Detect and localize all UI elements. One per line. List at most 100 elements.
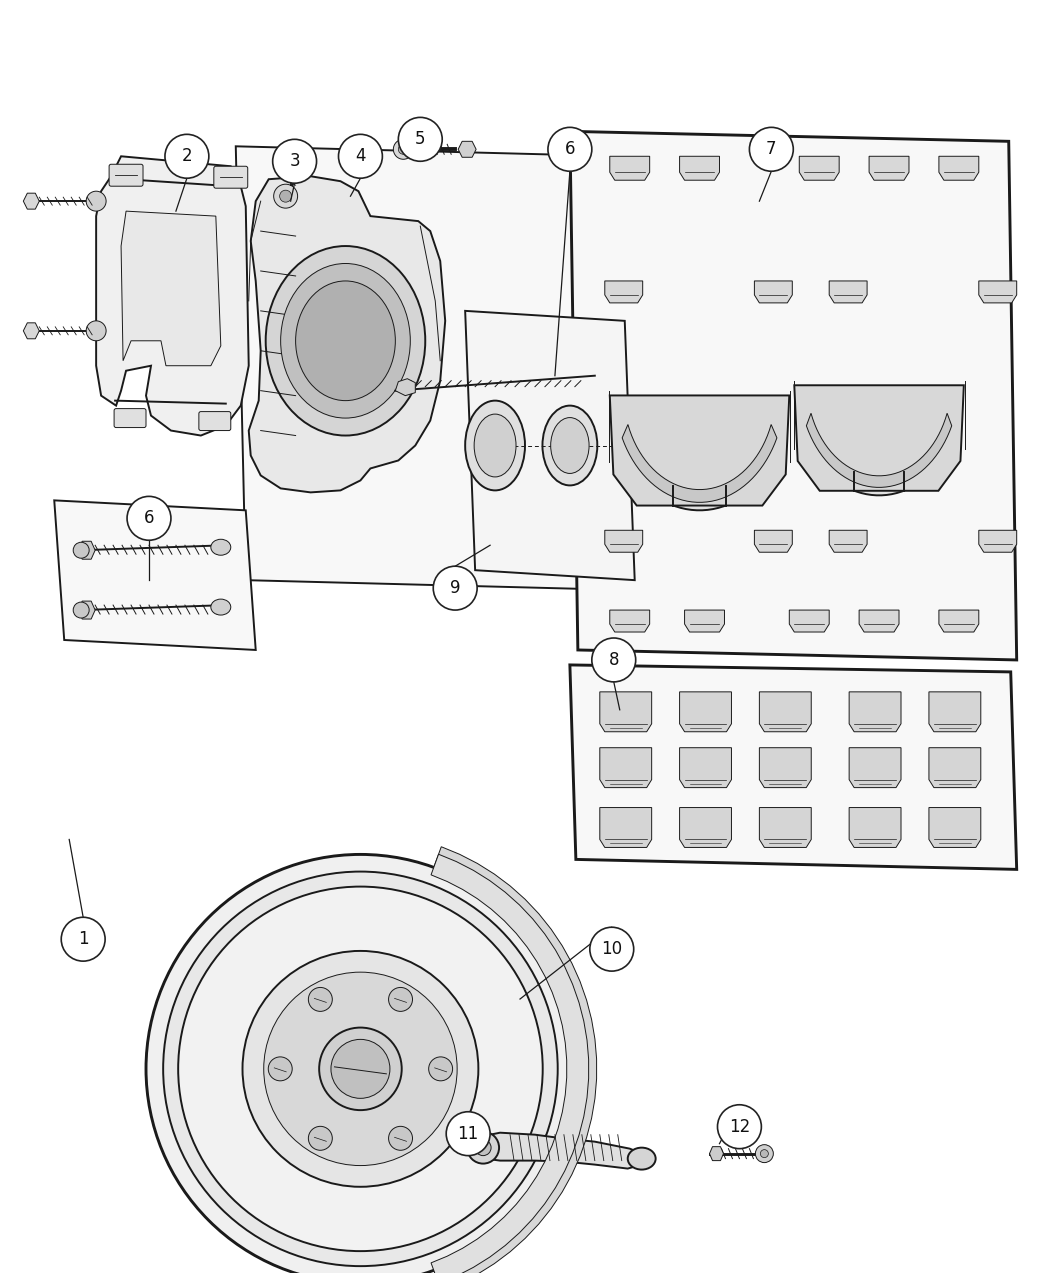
Polygon shape	[710, 1146, 723, 1160]
Text: 3: 3	[290, 152, 300, 171]
Circle shape	[750, 128, 794, 171]
Text: 10: 10	[602, 940, 623, 959]
Text: 6: 6	[144, 509, 154, 528]
Polygon shape	[830, 280, 867, 303]
Polygon shape	[23, 323, 39, 339]
Polygon shape	[754, 530, 793, 552]
Polygon shape	[679, 747, 732, 788]
Polygon shape	[929, 747, 981, 788]
Text: 2: 2	[182, 148, 192, 166]
Circle shape	[309, 987, 332, 1011]
Circle shape	[548, 128, 592, 171]
FancyBboxPatch shape	[214, 166, 248, 189]
Polygon shape	[249, 176, 445, 492]
Ellipse shape	[211, 599, 231, 615]
Polygon shape	[759, 692, 812, 732]
Polygon shape	[979, 530, 1016, 552]
Polygon shape	[685, 609, 724, 632]
Polygon shape	[434, 847, 596, 1275]
Polygon shape	[799, 157, 839, 180]
Polygon shape	[396, 379, 416, 395]
Polygon shape	[79, 542, 96, 560]
Polygon shape	[679, 807, 732, 848]
Circle shape	[86, 191, 106, 212]
Polygon shape	[830, 530, 867, 552]
Circle shape	[163, 872, 558, 1266]
Circle shape	[178, 886, 543, 1251]
Circle shape	[388, 1126, 413, 1150]
Text: 8: 8	[609, 652, 620, 669]
Circle shape	[74, 602, 89, 618]
Polygon shape	[849, 692, 901, 732]
Ellipse shape	[465, 400, 525, 491]
Polygon shape	[458, 142, 476, 157]
Polygon shape	[759, 747, 812, 788]
Polygon shape	[679, 692, 732, 732]
Circle shape	[319, 1028, 402, 1111]
Polygon shape	[939, 609, 979, 632]
Circle shape	[264, 972, 457, 1165]
Polygon shape	[799, 411, 959, 495]
Polygon shape	[759, 807, 812, 848]
FancyBboxPatch shape	[114, 408, 146, 427]
Circle shape	[86, 321, 106, 340]
Text: 11: 11	[458, 1125, 479, 1142]
Circle shape	[279, 190, 292, 203]
Circle shape	[127, 496, 171, 541]
Circle shape	[338, 134, 382, 179]
Circle shape	[331, 1039, 390, 1098]
FancyBboxPatch shape	[109, 164, 143, 186]
Circle shape	[592, 638, 635, 682]
Ellipse shape	[550, 418, 589, 473]
Circle shape	[467, 1132, 499, 1164]
Polygon shape	[679, 157, 719, 180]
Circle shape	[398, 117, 442, 161]
Circle shape	[274, 184, 297, 208]
Circle shape	[760, 1150, 769, 1158]
Circle shape	[434, 566, 477, 609]
Polygon shape	[97, 157, 249, 436]
Text: 9: 9	[450, 579, 461, 597]
Polygon shape	[790, 609, 830, 632]
Polygon shape	[605, 530, 643, 552]
Polygon shape	[605, 280, 643, 303]
Text: 12: 12	[729, 1118, 750, 1136]
Ellipse shape	[280, 264, 411, 418]
Circle shape	[61, 917, 105, 961]
Circle shape	[243, 951, 479, 1187]
Ellipse shape	[543, 405, 597, 486]
Polygon shape	[869, 157, 909, 180]
Circle shape	[74, 542, 89, 558]
Polygon shape	[754, 280, 793, 303]
Polygon shape	[623, 425, 777, 502]
Ellipse shape	[266, 246, 425, 436]
Polygon shape	[849, 807, 901, 848]
Polygon shape	[600, 747, 652, 788]
Polygon shape	[79, 601, 96, 620]
Ellipse shape	[296, 280, 396, 400]
Circle shape	[446, 1112, 490, 1155]
Polygon shape	[849, 747, 901, 788]
Polygon shape	[23, 194, 39, 209]
Polygon shape	[794, 385, 964, 491]
Polygon shape	[432, 854, 589, 1275]
Polygon shape	[570, 666, 1016, 870]
Polygon shape	[610, 395, 790, 506]
Text: 6: 6	[565, 140, 575, 158]
Circle shape	[388, 987, 413, 1011]
Circle shape	[146, 854, 574, 1275]
Circle shape	[590, 927, 634, 972]
Polygon shape	[480, 1132, 645, 1169]
Text: 4: 4	[355, 148, 365, 166]
Circle shape	[273, 139, 316, 184]
Polygon shape	[615, 422, 784, 510]
Polygon shape	[600, 692, 652, 732]
Ellipse shape	[211, 539, 231, 555]
Ellipse shape	[475, 414, 516, 477]
Ellipse shape	[628, 1148, 655, 1169]
Circle shape	[394, 139, 414, 159]
Polygon shape	[465, 311, 634, 580]
Polygon shape	[859, 609, 899, 632]
Polygon shape	[610, 157, 650, 180]
Polygon shape	[929, 807, 981, 848]
